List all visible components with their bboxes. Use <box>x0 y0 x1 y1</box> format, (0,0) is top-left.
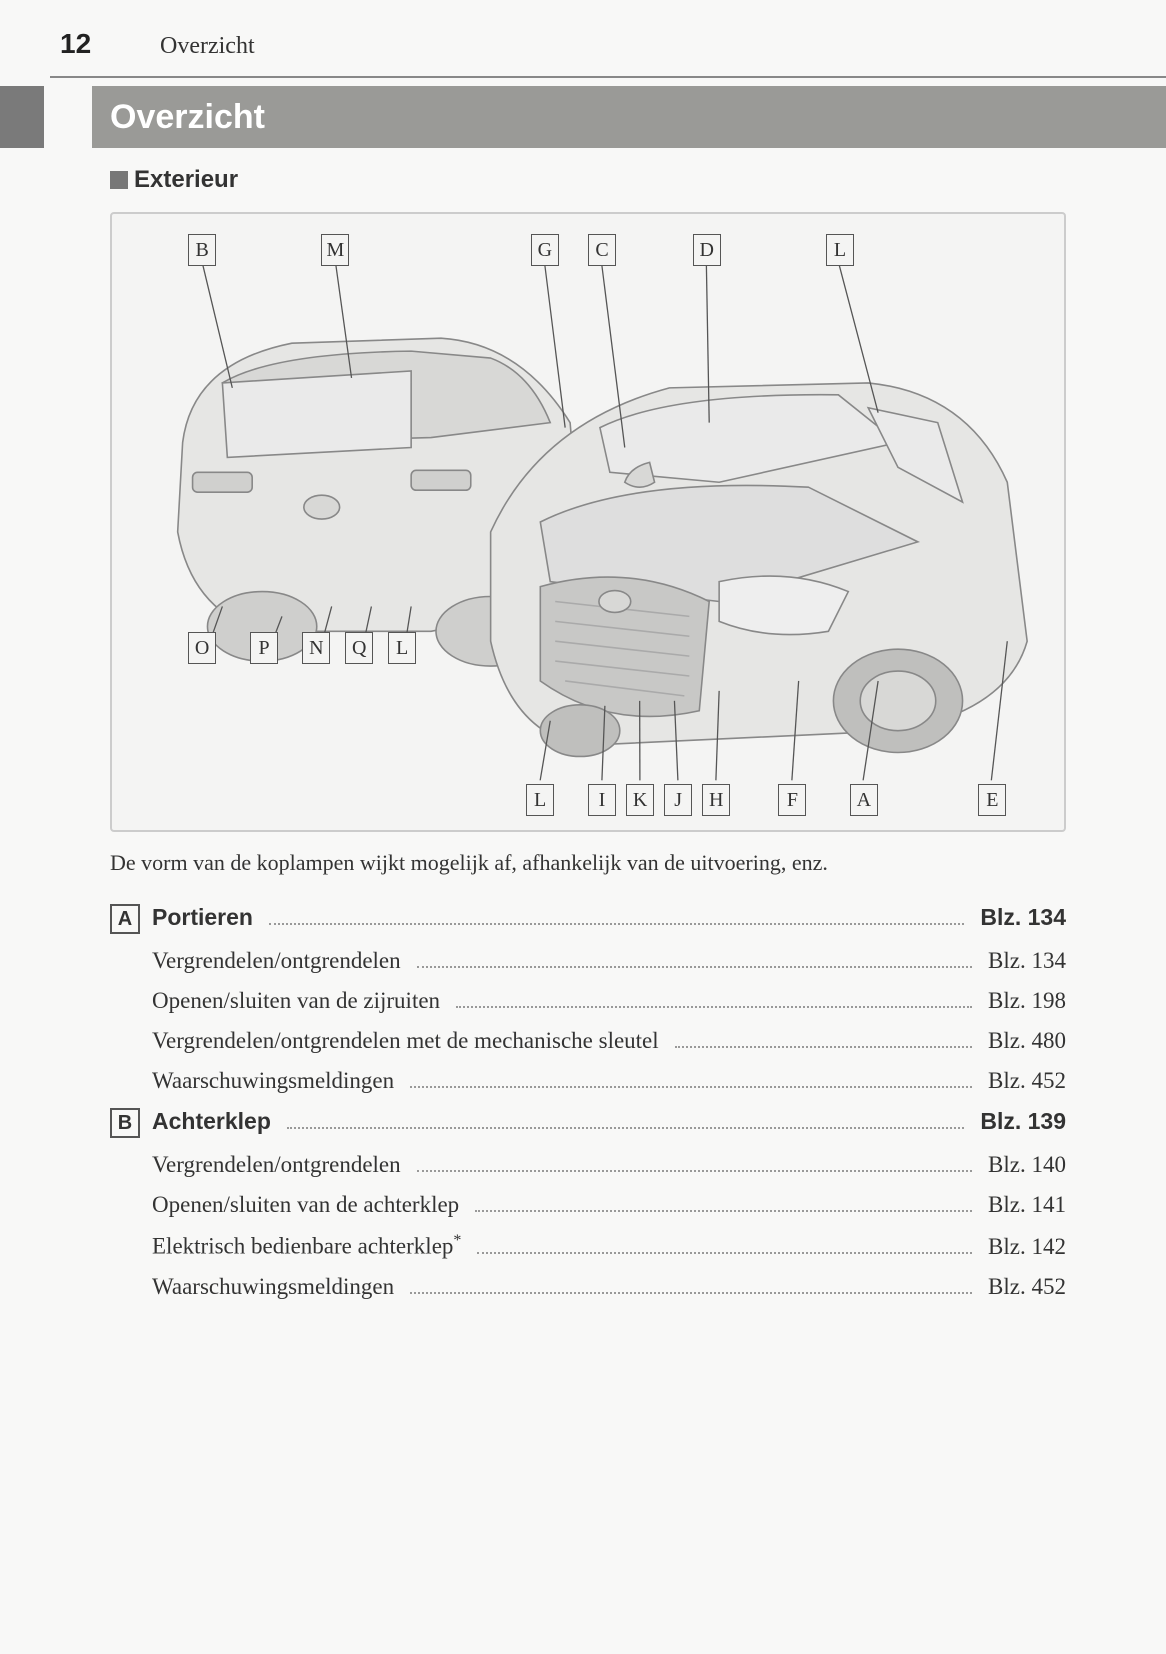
header-rule <box>50 76 1166 78</box>
toc-item-label: Openen/sluiten van de achterklep <box>152 1192 459 1218</box>
callout-f: F <box>778 784 806 816</box>
callout-e: E <box>978 784 1006 816</box>
toc-item-page: Blz. 141 <box>988 1192 1066 1218</box>
callout-l: L <box>526 784 554 816</box>
toc-leader-dots <box>475 1210 972 1212</box>
toc-head-page: Blz. 139 <box>980 1108 1066 1135</box>
callout-i: I <box>588 784 616 816</box>
toc-item-label: Openen/sluiten van de zijruiten <box>152 988 440 1014</box>
toc-row: Vergrendelen/ontgrendelen Blz. 140 <box>110 1152 1066 1178</box>
callout-j: J <box>664 784 692 816</box>
toc-leader-dots <box>417 1170 972 1172</box>
toc-leader-dots <box>456 1006 972 1008</box>
callout-d: D <box>693 234 721 266</box>
callout-l: L <box>388 632 416 664</box>
callout-h: H <box>702 784 730 816</box>
callout-l: L <box>826 234 854 266</box>
toc-badge-a: A <box>110 904 140 934</box>
toc-item-page: Blz. 198 <box>988 988 1066 1014</box>
toc-head-page: Blz. 134 <box>980 904 1066 931</box>
car-illustration <box>112 214 1064 830</box>
toc-item-label: Waarschuwingsmeldingen <box>152 1274 394 1300</box>
toc-item-page: Blz. 134 <box>988 948 1066 974</box>
toc-head-row: B Achterklep Blz. 139 <box>110 1108 1066 1138</box>
square-bullet-icon <box>110 171 128 189</box>
callout-b: B <box>188 234 216 266</box>
callout-p: P <box>250 632 278 664</box>
toc-head-label: Portieren <box>152 904 253 931</box>
toc-head-row: A Portieren Blz. 134 <box>110 904 1066 934</box>
toc-item-page: Blz. 452 <box>988 1274 1066 1300</box>
toc-row: Waarschuwingsmeldingen Blz. 452 <box>110 1068 1066 1094</box>
exterior-diagram: BMGCDLOPNQLLIKJHFAE <box>110 212 1066 832</box>
tab-title: Overzicht <box>110 98 265 137</box>
toc-head-label: Achterklep <box>152 1108 271 1135</box>
running-title: Overzicht <box>160 33 255 60</box>
toc-item-page: Blz. 142 <box>988 1234 1066 1260</box>
toc-row: Waarschuwingsmeldingen Blz. 452 <box>110 1274 1066 1300</box>
toc-leader-dots <box>287 1127 964 1129</box>
tab-accent <box>0 86 44 148</box>
asterisk-icon: * <box>453 1232 461 1249</box>
callout-n: N <box>302 632 330 664</box>
callout-c: C <box>588 234 616 266</box>
tab-bar: Overzicht <box>92 86 1166 148</box>
toc-leader-dots <box>410 1292 972 1294</box>
callout-o: O <box>188 632 216 664</box>
toc-item-label: Waarschuwingsmeldingen <box>152 1068 394 1094</box>
toc-item-label: Vergrendelen/ontgrendelen met de mechani… <box>152 1028 659 1054</box>
toc-leader-dots <box>269 923 964 925</box>
toc-item-label: Vergrendelen/ontgrendelen <box>152 948 401 974</box>
toc-item-page: Blz. 140 <box>988 1152 1066 1178</box>
running-header: 12 Overzicht <box>0 0 1166 76</box>
toc-list: APortierenBlz. 134Vergrendelen/ontgrende… <box>110 904 1066 1300</box>
toc-item-label: Elektrisch bedienbare achterklep* <box>152 1232 461 1260</box>
toc-badge-b: B <box>110 1108 140 1138</box>
callout-a: A <box>850 784 878 816</box>
toc-item-page: Blz. 480 <box>988 1028 1066 1054</box>
toc-leader-dots <box>417 966 972 968</box>
toc-leader-dots <box>410 1086 972 1088</box>
toc-row: Vergrendelen/ontgrendelen Blz. 134 <box>110 948 1066 974</box>
toc-item-page: Blz. 452 <box>988 1068 1066 1094</box>
toc-row: Openen/sluiten van de achterklep Blz. 141 <box>110 1192 1066 1218</box>
toc-leader-dots <box>675 1046 972 1048</box>
callout-k: K <box>626 784 654 816</box>
subheading: Exterieur <box>110 166 1066 194</box>
figure-note: De vorm van de koplampen wijkt mogelijk … <box>110 850 1066 876</box>
callout-m: M <box>321 234 349 266</box>
toc-row: Openen/sluiten van de zijruiten Blz. 198 <box>110 988 1066 1014</box>
subheading-text: Exterieur <box>134 166 238 194</box>
callout-g: G <box>531 234 559 266</box>
toc-leader-dots <box>477 1252 972 1254</box>
section-tab: Overzicht <box>0 86 1166 148</box>
toc-item-label: Vergrendelen/ontgrendelen <box>152 1152 401 1178</box>
page-number: 12 <box>0 28 160 60</box>
callout-q: Q <box>345 632 373 664</box>
toc-row: Vergrendelen/ontgrendelen met de mechani… <box>110 1028 1066 1054</box>
toc-row: Elektrisch bedienbare achterklep* Blz. 14… <box>110 1232 1066 1260</box>
